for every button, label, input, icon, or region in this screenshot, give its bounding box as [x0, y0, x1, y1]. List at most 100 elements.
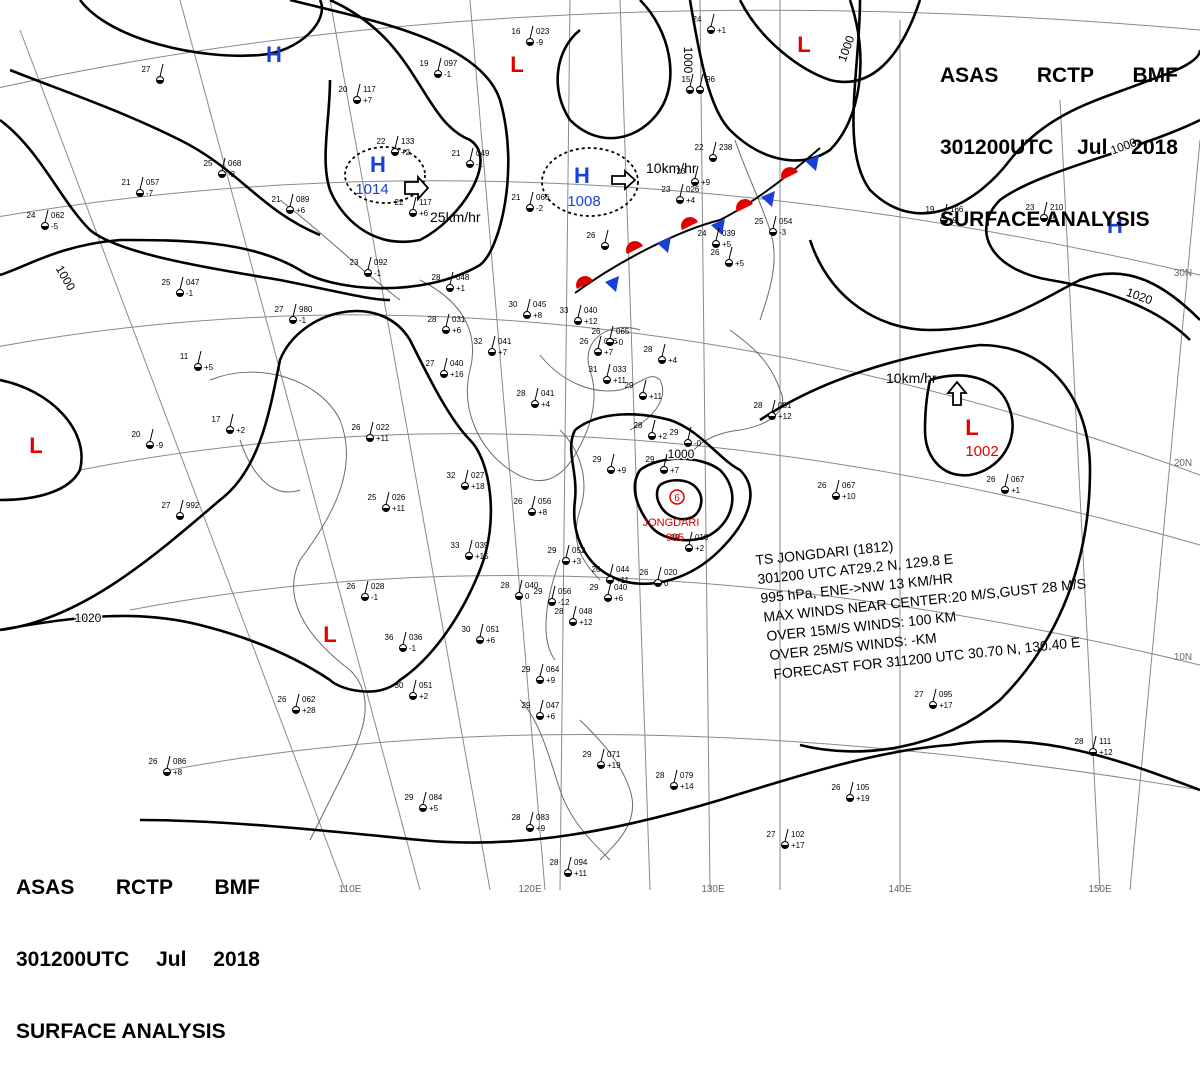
cloud-cover-icon — [466, 164, 474, 168]
isobar — [808, 239, 1200, 332]
motion-arrow-icon — [946, 380, 968, 406]
cloud-cover-icon — [604, 598, 612, 602]
station-plot: 22 133 +2 — [377, 135, 415, 157]
wind-barb-icon — [673, 769, 678, 783]
wind-barb-icon — [849, 781, 854, 795]
isobar — [923, 374, 1014, 477]
cloud-cover-icon — [488, 352, 496, 356]
station-pressure-tendency: 0 — [664, 579, 669, 588]
station-pressure: 040 — [584, 306, 598, 315]
wind-barb-icon — [710, 13, 715, 27]
wind-barb-icon — [694, 165, 699, 179]
motion-speed-label: 10km/hr — [886, 370, 937, 386]
station-pressure-tendency: +2 — [695, 544, 705, 553]
station-plot: 27 102 +17 — [767, 828, 805, 850]
station-plot: 24 039 +5 — [698, 227, 736, 249]
cloud-cover-icon — [601, 246, 609, 250]
station-pressure: 026 — [686, 185, 700, 194]
cloud-cover-icon — [446, 288, 454, 292]
high-pressure-center: H — [574, 163, 590, 188]
wind-barb-icon — [689, 73, 694, 87]
station-pressure-tendency: -5 — [1050, 214, 1058, 223]
station-plot: 28 094 +11 — [550, 856, 588, 878]
station-pressure-tendency: +6 — [546, 712, 556, 721]
station-pressure: 031 — [452, 315, 466, 324]
station-pressure-tendency: +2 — [419, 692, 429, 701]
station-temperature: 26 — [592, 327, 601, 336]
station-pressure: 210 — [1050, 203, 1064, 212]
wind-barb-icon — [835, 479, 840, 493]
station-pressure-tendency: +2 — [236, 426, 246, 435]
station-temperature: 26 — [352, 423, 361, 432]
station-pressure-tendency: +3 — [572, 557, 582, 566]
station-pressure: 045 — [533, 300, 547, 309]
station-temperature: 25 — [368, 493, 377, 502]
warm-front-semicircle — [626, 241, 643, 254]
cloud-cover-icon — [684, 443, 692, 447]
center-pressure-value: 1002 — [965, 443, 998, 460]
low-pressure-center: L — [510, 52, 523, 77]
wind-barb-icon — [539, 663, 544, 677]
station-temperature: 23 — [662, 185, 671, 194]
wind-barb-icon — [687, 426, 692, 440]
station-plot: 25 054 -3 — [755, 215, 793, 237]
cloud-cover-icon — [531, 404, 539, 408]
station-pressure: 040 — [450, 359, 464, 368]
wind-barb-icon — [464, 469, 469, 483]
isobar — [738, 0, 922, 84]
station-plot: 29 056 -12 — [534, 585, 572, 607]
cloud-cover-icon — [434, 74, 442, 78]
header-bottom-month: Jul — [156, 948, 187, 971]
typhoon-symbol-icon — [669, 489, 685, 505]
wind-barb-icon — [688, 531, 693, 545]
wind-barb-icon — [529, 191, 534, 205]
wind-barb-icon — [529, 811, 534, 825]
station-pressure: 166 — [950, 205, 964, 214]
station-pressure-tendency: +7 — [604, 348, 614, 357]
station-pressure: 102 — [791, 830, 805, 839]
station-pressure-tendency: +12 — [584, 317, 598, 326]
station-temperature: 21 — [122, 178, 131, 187]
station-pressure: 041 — [541, 389, 555, 398]
station-plot: 28 048 +12 — [555, 605, 593, 627]
station-plot: 29 +9 — [593, 453, 627, 475]
isobar — [324, 0, 482, 243]
isobar — [0, 118, 391, 302]
warm-front-semicircle — [736, 199, 753, 212]
station-plot: 28 041 +4 — [517, 387, 555, 409]
wind-barb-icon — [412, 679, 417, 693]
station-temperature: 28 — [555, 607, 564, 616]
station-temperature: 28 — [644, 345, 653, 354]
longitude-label: 130E — [701, 884, 725, 895]
station-pressure: 083 — [536, 813, 550, 822]
station-plot: 29 +11 — [625, 379, 663, 401]
wind-barb-icon — [565, 544, 570, 558]
wind-barb-icon — [679, 183, 684, 197]
station-pressure-tendency: +12 — [778, 412, 792, 421]
cloud-cover-icon — [696, 90, 704, 94]
motion-arrow-icon — [611, 168, 637, 192]
cloud-cover-icon — [364, 273, 372, 277]
station-pressure-tendency: +11 — [616, 576, 630, 585]
station-pressure: 96 — [706, 75, 715, 84]
station-pressure-tendency: +4 — [541, 400, 551, 409]
station-pressure-tendency: -9 — [156, 441, 164, 450]
cloud-cover-icon — [564, 873, 572, 877]
station-pressure-tendency: -9 — [536, 38, 544, 47]
header-top-month: Jul — [1077, 136, 1108, 159]
cold-front-triangle — [805, 155, 819, 171]
station-pressure-tendency: -0 — [616, 338, 624, 347]
station-plot: 26 086 +8 — [149, 755, 187, 777]
station-plot: 26 — [587, 229, 609, 250]
wind-barb-icon — [445, 313, 450, 327]
station-pressure-tendency: +28 — [302, 706, 316, 715]
wind-barb-icon — [663, 453, 668, 467]
wind-barb-icon — [518, 579, 523, 593]
isobar — [852, 0, 1200, 215]
wind-barb-icon — [642, 379, 647, 393]
cloud-cover-icon — [691, 182, 699, 186]
header-bottom-title: SURFACE ANALYSIS — [16, 1020, 226, 1043]
station-pressure-tendency: -3 — [228, 170, 236, 179]
header-top-time: 301200UTC — [940, 136, 1054, 159]
station-pressure: 051 — [486, 625, 500, 634]
